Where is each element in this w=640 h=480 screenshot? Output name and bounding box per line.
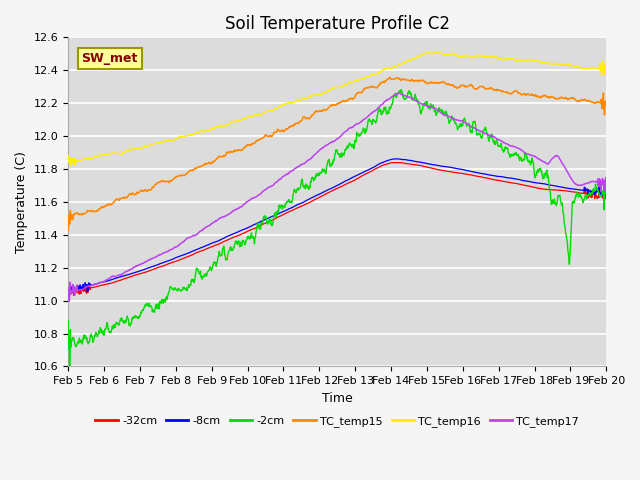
Text: SW_met: SW_met [82, 52, 138, 65]
Title: Soil Temperature Profile C2: Soil Temperature Profile C2 [225, 15, 450, 33]
X-axis label: Time: Time [322, 392, 353, 405]
Legend: -32cm, -8cm, -2cm, TC_temp15, TC_temp16, TC_temp17: -32cm, -8cm, -2cm, TC_temp15, TC_temp16,… [91, 411, 584, 432]
Y-axis label: Temperature (C): Temperature (C) [15, 151, 28, 253]
